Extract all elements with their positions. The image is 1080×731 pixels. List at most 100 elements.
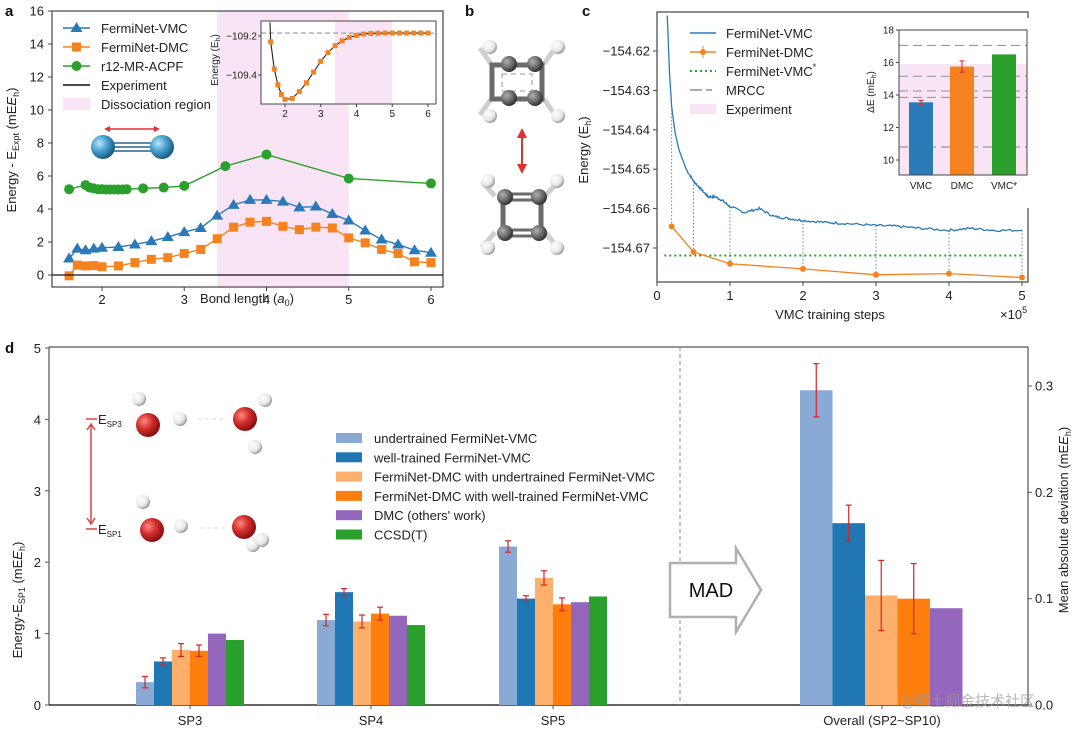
data-point [227,198,240,209]
inset-ylabel: ΔE (mEh) [866,71,878,113]
data-point [800,265,806,272]
y-tick-label: −154.63 [603,83,650,98]
inset-point [289,95,295,101]
data-point [327,223,337,233]
inset-ylabel: Energy (Eh) [210,34,222,86]
bar-sp4 [317,620,335,705]
inset-y-tick-label: 14 [883,91,895,102]
legend-label: FermiNet-DMC with undertrained FermiNet-… [374,470,655,485]
data-point [261,149,272,160]
legend-label: Dissociation region [101,97,211,112]
bond-stretch-arrow-icon [104,126,160,132]
data-point [343,173,354,184]
panel-d-ylabel-right: Mean absolute deviation (mEEh) [1056,427,1073,613]
legend-label: MRCC [726,83,765,98]
x-tick-label: 6 [427,292,434,307]
cyclobutadiene-rectangle-molecule [480,174,564,255]
data-point [342,214,355,225]
bars-ccsd-t [226,596,607,705]
bar-sp5 [589,596,607,705]
cyclobutadiene-square-molecule [477,40,565,123]
x-tick-label: 5 [1018,288,1025,303]
legend-marker [72,42,81,52]
data-point [245,217,255,227]
legend-label: well-trained FermiNet-VMC [373,450,531,465]
inset-point [303,80,309,86]
inset-point [318,58,324,64]
data-point [121,184,132,195]
bar-sp5 [517,598,535,705]
inset-point [268,39,274,45]
y-right-tick-label: 0.2 [1035,485,1053,500]
inset-point [418,30,424,36]
inset-x-tick-label: 2 [282,109,288,120]
data-point [64,184,75,195]
inset-frame [260,20,437,105]
inset-point [389,30,395,36]
y-tick-label: 3 [34,484,41,499]
data-point [130,258,140,268]
bars-dmc-others-work [208,602,963,705]
data-point [194,221,207,232]
legend-swatch [63,98,90,110]
data-point [1019,274,1025,281]
bars-well-trained-ferminet-vmc [154,504,865,705]
y-right-tick-label: 0.3 [1035,379,1053,394]
x-tick-label: 4 [263,292,270,307]
inset-point [325,50,331,56]
data-point [220,161,231,172]
inset-point [375,30,381,36]
esp3-label: ESP3 [98,412,122,429]
data-point [294,225,304,235]
x-tick-label: 2 [799,288,806,303]
inset-x-tick-label: DMC [951,181,974,192]
bar-sp3 [136,682,154,705]
data-point [81,261,91,271]
water-dimer-illustration: ESP3 ESP1 [86,392,272,552]
panel-c-chart: 0 1 2 3 4 5−154.62−154.63−154.64−154.65−154.6… [576,11,1031,322]
panel-c-ylabel: Energy (Eh) [576,116,593,183]
bar-overall-mad [930,608,963,705]
data-point [408,244,421,255]
bar-sp4 [335,592,353,705]
y-tick-label: −154.64 [603,122,650,137]
legend-swatch [336,452,362,463]
data-point [377,244,387,254]
bar-sp4 [353,621,371,705]
inset-point [271,66,277,72]
data-point [63,252,76,263]
mad-arrow-label: MAD [689,580,733,602]
legend-label: FermiNet-DMC [101,40,188,55]
bar-sp3 [226,640,244,705]
data-point [128,238,141,249]
data-point [426,178,436,189]
data-point [311,222,321,232]
inset-bar-vmc-star [992,54,1016,175]
y-tick-label: −154.62 [603,44,650,59]
data-point [112,240,125,251]
data-point [138,183,149,194]
bars-ferminet-dmc-with-well-trained-ferminet-vmc [190,562,930,705]
x-tick-label: 1 [726,288,733,303]
data-point [946,270,952,277]
data-point [293,201,306,212]
legend-label: Experiment [101,78,167,93]
y-right-tick-label: 0.0 [1035,698,1053,713]
data-point [260,193,273,204]
inset-x-tick-label: 3 [318,109,324,120]
panel-d-chart: 0 1 2 3 4 5 0.0 0.1 0.2 0.3 SP3 SP4 SP5 Overall (SP2~… [10,341,1073,728]
inset-x-tick-label: VMC* [991,181,1017,192]
panel-b-letter: b [465,3,474,20]
panel-a-inset: 2 3 4 5 6 −109.2 −109.4 Energy (Eh) [210,20,437,120]
legend-label: FermiNet-DMC [726,45,813,60]
y-tick-label: 2 [37,235,44,250]
inset-x-tick-label: VMC [910,181,932,192]
series-ferminet-vmc [666,15,1023,233]
data-point [179,180,190,191]
y-tick-label: 14 [30,37,44,52]
legend-label: CCSD(T) [374,528,427,543]
data-point [179,249,189,259]
inset-x-tick-label: 5 [389,109,395,120]
inset-point [339,38,345,44]
